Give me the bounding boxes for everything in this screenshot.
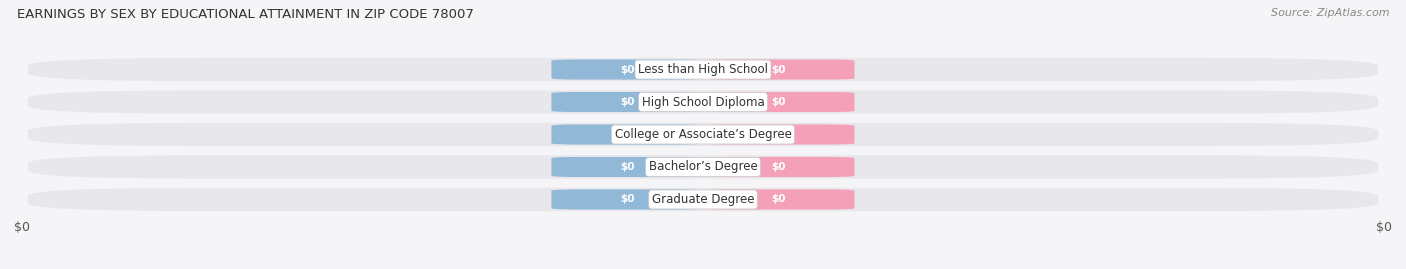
Text: $0: $0 — [1376, 221, 1392, 233]
Text: College or Associate’s Degree: College or Associate’s Degree — [614, 128, 792, 141]
Text: $0: $0 — [620, 162, 634, 172]
FancyBboxPatch shape — [551, 59, 703, 80]
FancyBboxPatch shape — [551, 125, 703, 144]
FancyBboxPatch shape — [28, 90, 1378, 114]
FancyBboxPatch shape — [551, 189, 703, 210]
FancyBboxPatch shape — [551, 157, 703, 177]
FancyBboxPatch shape — [28, 123, 1378, 146]
Text: $0: $0 — [620, 194, 634, 204]
Text: Bachelor’s Degree: Bachelor’s Degree — [648, 161, 758, 174]
Text: $0: $0 — [772, 162, 786, 172]
Text: $0: $0 — [772, 194, 786, 204]
Text: $0: $0 — [772, 65, 786, 75]
FancyBboxPatch shape — [703, 59, 855, 80]
FancyBboxPatch shape — [28, 188, 1378, 211]
FancyBboxPatch shape — [28, 58, 1378, 81]
FancyBboxPatch shape — [703, 157, 855, 177]
Text: $0: $0 — [772, 129, 786, 140]
Text: $0: $0 — [620, 65, 634, 75]
FancyBboxPatch shape — [551, 92, 703, 112]
FancyBboxPatch shape — [28, 155, 1378, 179]
Text: Less than High School: Less than High School — [638, 63, 768, 76]
Text: High School Diploma: High School Diploma — [641, 95, 765, 108]
Text: $0: $0 — [772, 97, 786, 107]
FancyBboxPatch shape — [703, 92, 855, 112]
FancyBboxPatch shape — [703, 189, 855, 210]
Text: $0: $0 — [620, 97, 634, 107]
Text: $0: $0 — [14, 221, 30, 233]
Text: EARNINGS BY SEX BY EDUCATIONAL ATTAINMENT IN ZIP CODE 78007: EARNINGS BY SEX BY EDUCATIONAL ATTAINMEN… — [17, 8, 474, 21]
FancyBboxPatch shape — [703, 125, 855, 144]
Text: Graduate Degree: Graduate Degree — [652, 193, 754, 206]
Text: Source: ZipAtlas.com: Source: ZipAtlas.com — [1271, 8, 1389, 18]
Text: $0: $0 — [620, 129, 634, 140]
